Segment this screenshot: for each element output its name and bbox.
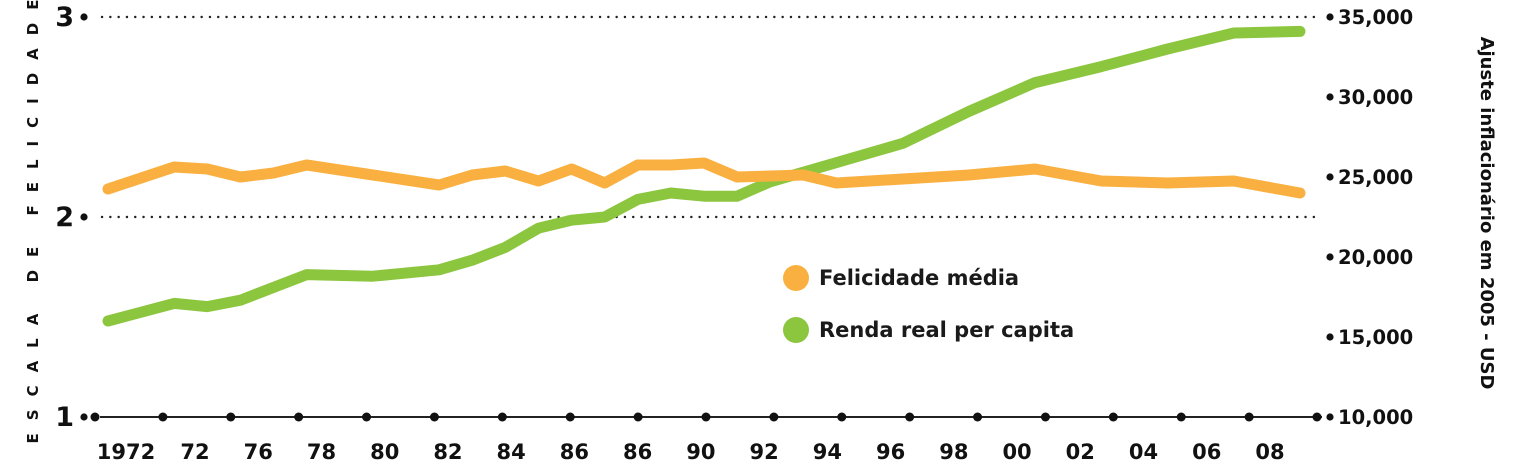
x-tick-dot — [1108, 412, 1118, 422]
right-tick-label: 30,000 — [1338, 86, 1413, 109]
right-tick-dot — [1326, 93, 1334, 101]
right-tick: 20,000 — [1326, 246, 1413, 269]
right-axis-ticks: 10,000 15,000 20,000 25,000 30,000 35,000 — [1326, 6, 1413, 429]
left-tick-label: 3 — [55, 2, 74, 33]
x-tick-label: 80 — [370, 440, 399, 464]
x-tick-dot — [565, 412, 575, 422]
x-tick-dot — [1312, 412, 1322, 422]
right-tick-dot — [1326, 333, 1334, 341]
right-tick: 25,000 — [1326, 166, 1413, 189]
right-axis-title: Ajuste inflacionário em 2005 - USD — [1476, 37, 1497, 390]
x-tick-label: 06 — [1192, 440, 1221, 464]
legend-label-renda: Renda real per capita — [819, 318, 1075, 342]
x-tick-label: 04 — [1129, 440, 1158, 464]
right-tick-dot — [1326, 13, 1334, 21]
left-tick: 3 — [55, 2, 88, 33]
x-tick-dot — [497, 412, 507, 422]
legend-swatch-green — [783, 317, 809, 343]
x-tick-label: 92 — [750, 440, 779, 464]
x-tick-label: 78 — [307, 440, 336, 464]
grid-lines — [100, 15, 1324, 418]
x-tick-label: 76 — [244, 440, 273, 464]
right-tick: 35,000 — [1326, 6, 1413, 29]
right-tick-label: 35,000 — [1338, 6, 1413, 29]
legend-item-renda: Renda real per capita — [783, 317, 1074, 343]
left-axis-ticks: 1 2 3 — [55, 2, 88, 433]
right-tick-dot — [1326, 173, 1334, 181]
x-tick-dot — [158, 412, 168, 422]
left-tick: 2 — [55, 202, 88, 233]
x-tick-label: 1972 — [97, 440, 155, 464]
left-tick-dot — [80, 213, 88, 221]
x-tick-label: 94 — [813, 440, 842, 464]
x-tick-label: 86 — [560, 440, 589, 464]
x-tick-label: 72 — [180, 440, 209, 464]
right-tick-dot — [1326, 413, 1334, 421]
x-tick-label: 08 — [1255, 440, 1284, 464]
left-tick-dot — [80, 13, 88, 21]
left-tick: 1 — [55, 402, 88, 433]
x-tick-label: 90 — [686, 440, 715, 464]
x-tick-dot — [1176, 412, 1186, 422]
x-tick-label: 02 — [1066, 440, 1095, 464]
series-line-felicidade — [102, 157, 1306, 199]
x-tick-dot — [837, 412, 847, 422]
series-line-renda — [102, 25, 1306, 327]
x-tick-dot — [294, 412, 304, 422]
x-tick-dot — [1244, 412, 1254, 422]
legend-swatch-orange — [783, 265, 809, 291]
series-lines — [102, 25, 1306, 327]
legend-item-felicidade: Felicidade média — [783, 265, 1019, 291]
x-tick-dot — [973, 412, 983, 422]
right-tick: 10,000 — [1326, 406, 1413, 429]
right-tick: 15,000 — [1326, 326, 1413, 349]
x-tick-label: 82 — [433, 440, 462, 464]
x-axis-ticks: 1972 72 76 78 80 82 84 86 86 90 92 94 96 98 00 02 04 06 08 — [90, 412, 1322, 464]
right-tick-label: 25,000 — [1338, 166, 1413, 189]
x-tick-dot — [769, 412, 779, 422]
x-tick-label: 96 — [876, 440, 905, 464]
x-tick-dot — [1040, 412, 1050, 422]
x-tick-label: 86 — [623, 440, 652, 464]
x-tick-dot — [701, 412, 711, 422]
right-tick: 30,000 — [1326, 86, 1413, 109]
x-tick-label: 00 — [1002, 440, 1031, 464]
left-tick-label: 2 — [55, 202, 74, 233]
x-tick-label: 98 — [939, 440, 968, 464]
left-axis-title: ESCALA DE FELICIDADE — [24, 0, 42, 443]
right-tick-dot — [1326, 253, 1334, 261]
left-tick-label: 1 — [55, 402, 74, 433]
right-tick-label: 10,000 — [1338, 406, 1413, 429]
x-tick-dot — [429, 412, 439, 422]
right-tick-label: 20,000 — [1338, 246, 1413, 269]
x-tick-dot — [362, 412, 372, 422]
left-tick-dot — [80, 413, 88, 421]
x-tick-dot — [633, 412, 643, 422]
x-tick-dot — [226, 412, 236, 422]
right-tick-label: 15,000 — [1338, 326, 1413, 349]
x-tick-dot — [905, 412, 915, 422]
legend-label-felicidade: Felicidade média — [819, 266, 1020, 290]
x-tick-label: 84 — [497, 440, 526, 464]
x-tick-dot — [90, 412, 100, 422]
